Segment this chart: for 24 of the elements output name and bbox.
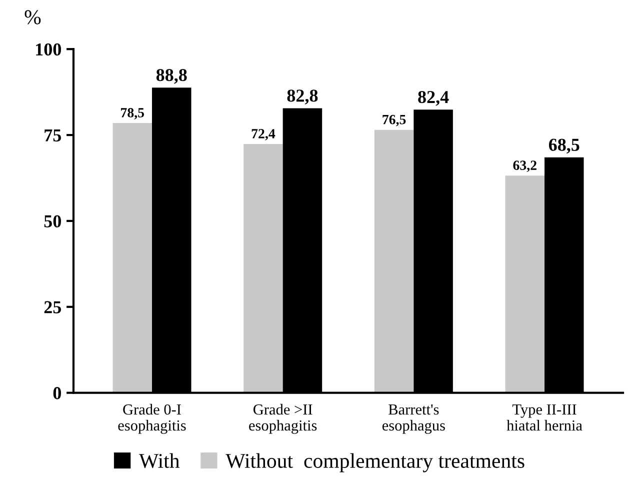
data-label: 72,4 [252,129,276,140]
data-label: 82,4 [418,90,449,106]
legend-label: With [138,453,180,468]
data-label: 88,8 [156,68,187,84]
y-tick-label: 50 [44,215,61,228]
bar [374,130,414,393]
data-label: 78,5 [121,108,144,120]
data-label: 76,5 [382,114,406,126]
y-tick-label: 25 [44,301,62,314]
x-tick-label: Barrett's esophagus [382,404,445,434]
x-tick-label: Grade 0-I esophagitis [118,404,186,434]
data-label: 68,5 [548,138,580,154]
y-tick-label: 100 [36,43,61,56]
bar [112,122,152,393]
y-tick-label: 75 [44,129,62,142]
x-tick-label: Type II-III hiatal hernia [506,404,582,431]
bar [505,176,545,393]
y-axis-title: % [24,10,41,24]
legend-label: Without complementary treatments [226,453,524,472]
data-label: 63,2 [513,160,536,172]
y-tick-label: 0 [53,387,61,400]
bar [244,144,283,393]
data-label: 82,8 [287,90,318,104]
x-tick-label: Grade >II esophagitis [249,404,317,434]
